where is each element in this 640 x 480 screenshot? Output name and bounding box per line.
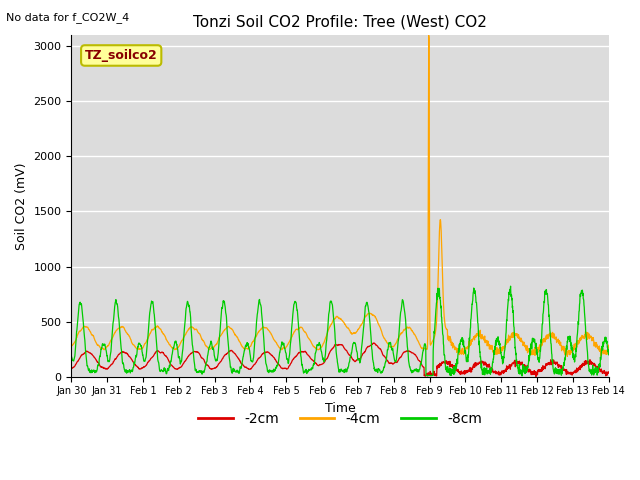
-4cm	[563, 354, 571, 360]
-4cm	[425, 33, 433, 38]
-8cm	[518, 373, 526, 379]
Line: -8cm: -8cm	[72, 286, 609, 376]
Text: No data for f_CO2W_4: No data for f_CO2W_4	[6, 12, 130, 23]
-2cm	[367, 342, 375, 348]
-4cm	[573, 343, 580, 348]
-4cm	[605, 342, 612, 348]
Line: -2cm: -2cm	[72, 343, 609, 376]
-4cm	[68, 343, 76, 348]
-8cm	[573, 345, 580, 351]
-2cm	[68, 365, 76, 371]
Line: -4cm: -4cm	[72, 36, 609, 357]
Title: Tonzi Soil CO2 Profile: Tree (West) CO2: Tonzi Soil CO2 Profile: Tree (West) CO2	[193, 15, 487, 30]
-2cm	[355, 356, 363, 362]
-8cm	[507, 283, 515, 289]
-4cm	[557, 344, 565, 349]
-8cm	[68, 353, 76, 359]
-8cm	[496, 341, 504, 347]
-8cm	[557, 367, 565, 373]
-8cm	[367, 334, 375, 340]
-2cm	[496, 370, 504, 376]
X-axis label: Time: Time	[324, 402, 355, 415]
-2cm	[532, 373, 540, 379]
-4cm	[355, 325, 363, 331]
-4cm	[496, 346, 504, 352]
-4cm	[367, 311, 375, 316]
-2cm	[218, 358, 225, 364]
-4cm	[218, 332, 225, 338]
-8cm	[218, 312, 225, 318]
-2cm	[557, 363, 565, 369]
-2cm	[370, 340, 378, 346]
-8cm	[605, 352, 612, 358]
-2cm	[605, 370, 612, 375]
-8cm	[355, 357, 363, 363]
Y-axis label: Soil CO2 (mV): Soil CO2 (mV)	[15, 162, 28, 250]
Text: TZ_soilco2: TZ_soilco2	[85, 49, 157, 62]
Legend: -2cm, -4cm, -8cm: -2cm, -4cm, -8cm	[193, 406, 487, 431]
-2cm	[573, 367, 580, 373]
